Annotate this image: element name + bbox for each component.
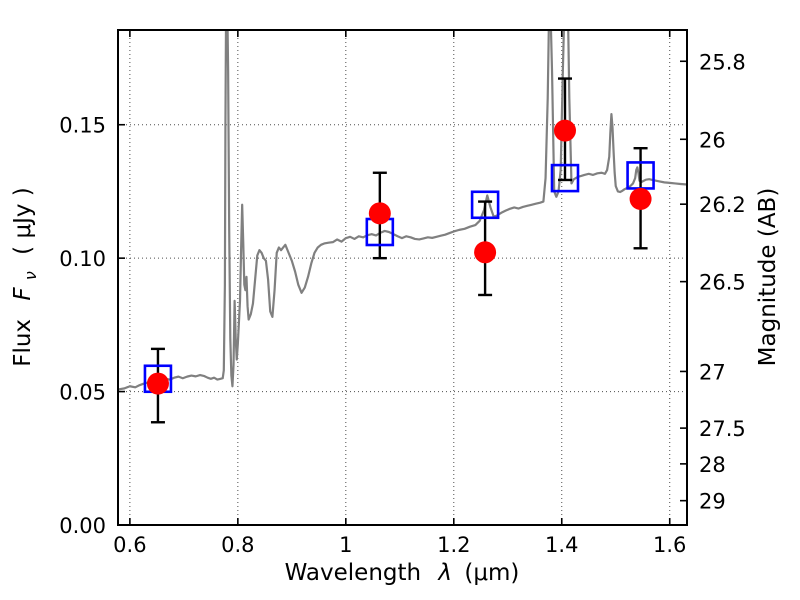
grid-lines	[118, 30, 687, 525]
y-right-tick-labels: 25.8 26 26.2 26.5 27 27.5 28 29	[699, 50, 746, 513]
y-left-tick-labels: 0.00 0.05 0.10 0.15	[59, 114, 106, 538]
observed-photometry-circle	[553, 119, 576, 142]
model-photometry-square	[470, 190, 500, 220]
y-left-axis-title-word: Flux	[10, 319, 36, 367]
x-tick-label: 0.6	[113, 533, 146, 557]
observed-photometry-circle	[629, 187, 652, 210]
observed-photometry-circle	[474, 241, 497, 264]
y-left-axis-title: Flux F ν ( μJy )	[10, 187, 42, 367]
x-axis-title-symbol: λ	[436, 560, 452, 586]
y-right-axis-title: Magnitude (AB)	[755, 188, 781, 367]
x-axis-title-units: (μm)	[464, 560, 519, 586]
y-left-tick-label: 0.00	[59, 514, 106, 538]
y-left-axis-title-units: ( μJy )	[10, 187, 36, 255]
y-left-axis-title-symbol: F	[10, 287, 36, 301]
y-left-axis-title-subscript: ν	[21, 271, 40, 280]
y-right-tick-label: 27	[699, 360, 726, 384]
y-left-tick-label: 0.10	[59, 247, 106, 271]
axes-frame	[117, 29, 688, 526]
x-tick-label: 1.4	[545, 533, 578, 557]
y-right-tick-label: 25.8	[699, 50, 746, 74]
y-right-tick-label: 29	[699, 490, 726, 514]
x-tick-label: 1.2	[437, 533, 470, 557]
x-axis-title-word: Wavelength	[285, 560, 421, 586]
y-right-tick-label: 27.5	[699, 417, 746, 441]
y-right-tick-label: 26	[699, 128, 726, 152]
model-spectrum-line	[118, 30, 687, 391]
y-right-tick-label: 26.2	[699, 193, 746, 217]
model-photometry-markers	[143, 161, 655, 394]
observed-photometry-circle	[368, 202, 391, 225]
model-photometry-square	[550, 163, 580, 193]
x-tick-label: 1	[339, 533, 352, 557]
y-right-tick-label: 28	[699, 453, 726, 477]
y-left-tick-label: 0.15	[59, 114, 106, 138]
x-tick-label: 1.6	[653, 533, 686, 557]
x-tick-label: 0.8	[221, 533, 254, 557]
observed-photometry-circle	[146, 372, 169, 395]
x-tick-labels: 0.6 0.8 1 1.2 1.4 1.6	[113, 533, 686, 557]
observed-photometry-markers	[146, 119, 652, 395]
axis-ticks	[118, 30, 687, 526]
plot-area-background	[118, 30, 687, 525]
y-right-tick-label: 26.5	[699, 271, 746, 295]
y-left-tick-label: 0.05	[59, 381, 106, 405]
x-axis-title: Wavelength λ (μm)	[285, 560, 520, 586]
